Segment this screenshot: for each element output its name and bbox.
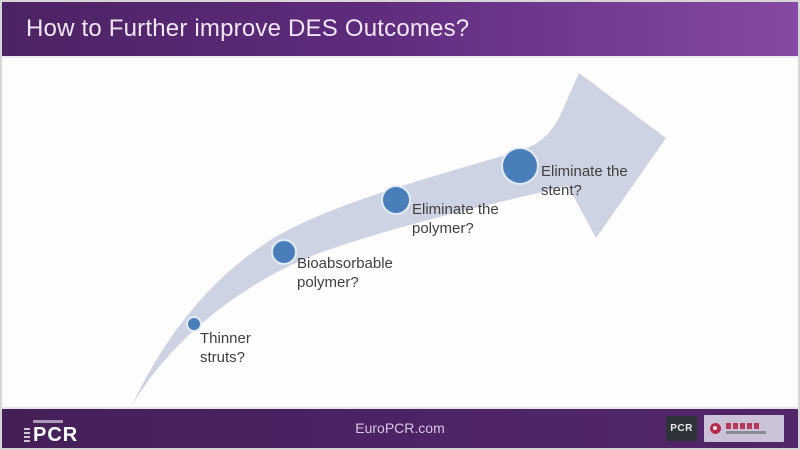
pcr-logo-text: PCR [33, 424, 79, 446]
milestone-label-4: Eliminate the stent? [541, 163, 628, 199]
pcr-badge-logo: PCR [666, 416, 697, 441]
milestone-circle-3 [381, 185, 411, 215]
milestone-label-2: Bioabsorbable polymer? [297, 255, 393, 291]
milestone-circles [186, 147, 539, 332]
milestone-circle-1 [186, 316, 202, 332]
milestone-circle-4 [501, 147, 539, 185]
pcr-logo-topline [33, 420, 63, 423]
partner-logo [704, 415, 784, 442]
slide-title: How to Further improve DES Outcomes? [26, 15, 470, 42]
pcr-logo: PCR [24, 414, 78, 445]
partner-logo-text-marks [726, 423, 766, 434]
slide-header: How to Further improve DES Outcomes? [2, 2, 798, 58]
milestone-label-3: Eliminate the polymer? [412, 201, 499, 237]
heart-icon [710, 423, 721, 434]
pcr-logo-vertical-text [24, 428, 30, 445]
slide-footer: PCR EuroPCR.com PCR [2, 407, 798, 448]
footer-website: EuroPCR.com [355, 420, 445, 436]
footer-logo-group: PCR [666, 415, 784, 442]
milestone-circle-2 [271, 239, 297, 265]
pcr-badge-text: PCR [670, 423, 693, 434]
milestone-label-1: Thinner struts? [200, 330, 251, 366]
